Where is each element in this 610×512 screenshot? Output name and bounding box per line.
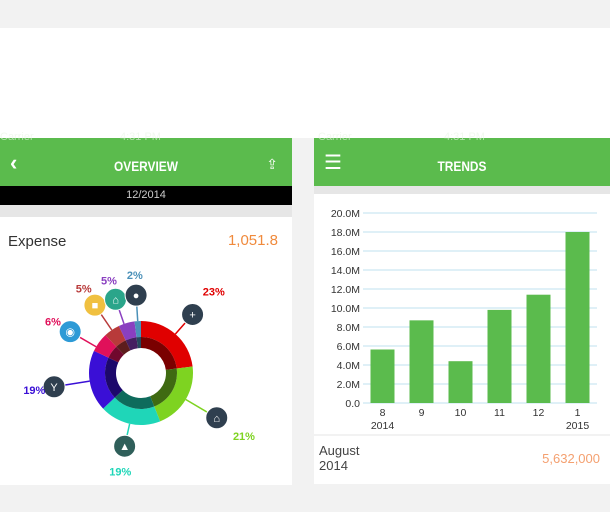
y-tick-label: 6.0M — [337, 341, 360, 353]
segment-percent-label: 19% — [109, 467, 131, 479]
selected-month-row[interactable]: August 2014 5,632,000 — [314, 436, 610, 484]
y-tick-label: 12.0M — [331, 284, 360, 296]
segment-percent-label: 6% — [45, 317, 61, 329]
segment-percent-label: 5% — [101, 275, 117, 287]
x-tick-label: 11 — [494, 407, 505, 419]
status-carrier: Carrier — [318, 131, 352, 143]
overview-content: Expense 1,051.8 +23% ⌂ 21% ▲ 19% Y 19% ◉ 6% ■ 5% ⌂ 5… — [0, 217, 292, 485]
bar[interactable] — [370, 349, 395, 403]
bar[interactable] — [448, 361, 473, 403]
donut-segment[interactable] — [105, 325, 126, 347]
plus-icon-glyph: + — [189, 309, 195, 321]
basket-icon[interactable] — [205, 406, 229, 430]
graduation-cap-icon-glyph: ▲ — [119, 441, 130, 453]
cocktail-icon-glyph: Y — [50, 382, 58, 394]
donut-segment[interactable] — [89, 350, 115, 409]
gamepad-icon-glyph: ◉ — [65, 327, 75, 339]
cocktail-icon[interactable] — [42, 375, 66, 399]
share-icon[interactable]: ⇪ — [266, 156, 278, 172]
x-year-label: 2015 — [566, 420, 590, 432]
period-bar[interactable]: 12/2014 — [0, 186, 292, 205]
donut-inner-segment[interactable] — [116, 340, 131, 355]
graduation-cap-icon[interactable] — [113, 434, 137, 458]
trends-bar-chart: 0.0 2.0M 4.0M 6.0M 8.0M 10.0M 12.0M 14.0M 16.0M 1… — [331, 208, 597, 432]
y-tick-label: 0.0 — [345, 398, 360, 410]
plus-icon[interactable] — [181, 302, 205, 326]
selected-month-value: 5,632,000 — [542, 451, 600, 466]
back-button[interactable]: ‹ — [10, 150, 18, 175]
x-tick-label: 1 — [575, 407, 581, 419]
donut-inner-segment[interactable] — [108, 346, 124, 363]
expense-value: 1,051.8 — [227, 232, 278, 249]
x-tick-label: 10 — [455, 407, 467, 419]
bar[interactable] — [565, 232, 590, 403]
menu-icon[interactable]: ☰ — [324, 152, 342, 174]
bar[interactable] — [487, 309, 512, 403]
segment-percent-label: 5% — [76, 284, 92, 296]
x-tick-label: 12 — [533, 407, 545, 419]
donut-segment[interactable] — [103, 397, 161, 425]
trends-header: Carrier 4:31 PM ☰ TRENDS — [314, 131, 610, 186]
donut-inner-segment[interactable] — [125, 337, 138, 351]
basket-icon-glyph: ⌂ — [213, 413, 220, 425]
bar[interactable] — [409, 320, 434, 403]
segment-percent-label: 19% — [23, 385, 45, 397]
coins-icon-glyph: ● — [133, 290, 140, 302]
y-tick-label: 10.0M — [331, 303, 360, 315]
donut-inner-segment[interactable] — [141, 337, 177, 370]
page-title: OVERVIEW — [114, 158, 178, 174]
donut-segment[interactable] — [134, 321, 141, 338]
donut-inner-segment[interactable] — [150, 368, 177, 407]
y-tick-label: 4.0M — [337, 360, 360, 372]
x-tick-label: 8 — [380, 407, 386, 419]
donut-segment[interactable] — [93, 335, 117, 358]
x-year-label: 2014 — [371, 420, 395, 432]
y-tick-label: 18.0M — [331, 227, 360, 239]
status-time: 4:31 PM — [444, 131, 485, 143]
y-tick-label: 8.0M — [337, 322, 360, 334]
donut-segment[interactable] — [118, 321, 137, 341]
donut-segment[interactable] — [141, 321, 193, 369]
car-icon-glyph: ■ — [92, 300, 99, 312]
expense-label: Expense — [8, 233, 67, 250]
donut-inner-segment[interactable] — [105, 357, 123, 398]
y-tick-label: 20.0M — [331, 208, 360, 220]
gamepad-icon[interactable] — [58, 320, 82, 344]
x-tick-label: 9 — [419, 407, 425, 419]
donut-segment[interactable] — [154, 366, 193, 422]
status-time: 4:31 PM — [120, 131, 161, 143]
bar[interactable] — [526, 294, 551, 403]
y-tick-label: 16.0M — [331, 246, 360, 258]
page-title: TRENDS — [437, 158, 487, 174]
coins-icon[interactable] — [124, 283, 148, 307]
donut-inner-segment[interactable] — [136, 337, 141, 349]
expense-donut-chart: +23%⌂21%▲19%Y19%◉6%■5%⌂5%●2% — [23, 270, 255, 479]
top-blank — [0, 28, 610, 138]
status-carrier: Carrier — [0, 131, 34, 143]
donut-inner-segment[interactable] — [114, 390, 155, 409]
selected-month-label: August 2014 — [319, 443, 360, 473]
trends-chart-panel: 0.0 2.0M 4.0M 6.0M 8.0M 10.0M 12.0M 14.0M 16.0M 1… — [314, 194, 610, 434]
house-icon-glyph: ⌂ — [112, 294, 119, 306]
overview-header: Carrier 4:31 PM ‹ OVERVIEW ⇪ — [0, 131, 292, 186]
segment-percent-label: 23% — [203, 286, 225, 298]
segment-percent-label: 2% — [127, 270, 143, 282]
segment-percent-label: 21% — [233, 431, 255, 443]
y-tick-label: 2.0M — [337, 379, 360, 391]
y-tick-label: 14.0M — [331, 265, 360, 277]
